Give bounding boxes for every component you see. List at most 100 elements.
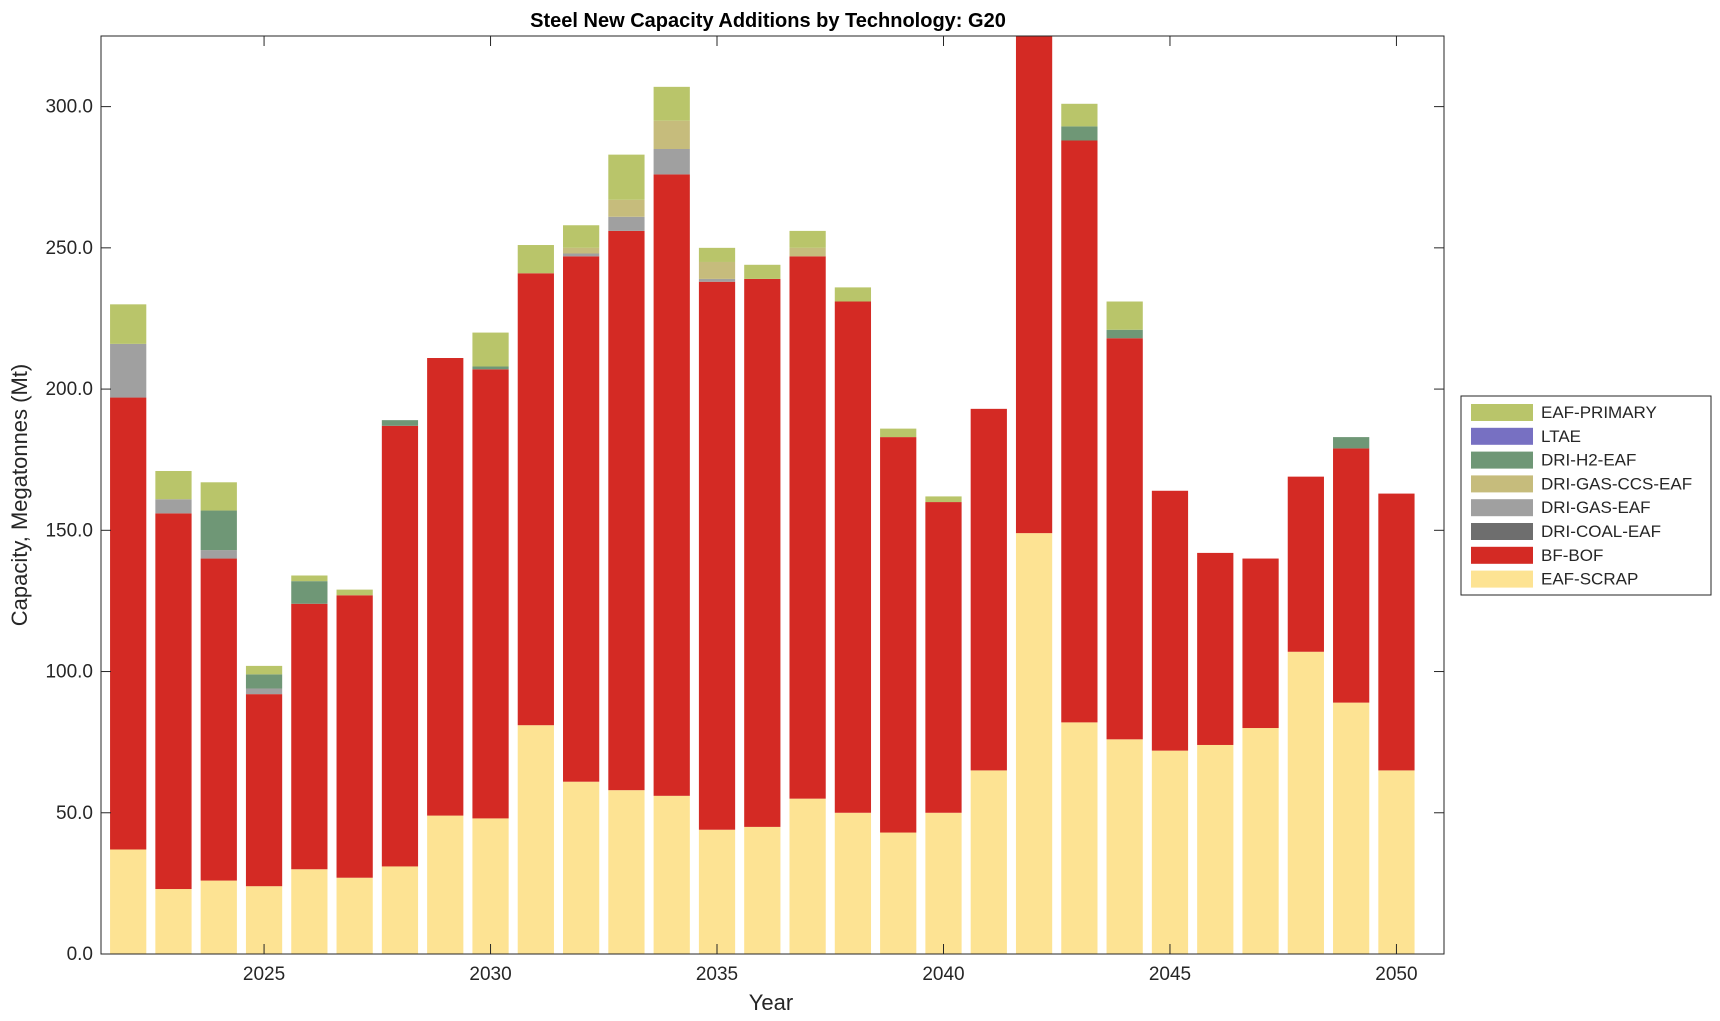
bar-segment-dri-gas-eaf-2033: [608, 216, 645, 231]
x-axis-label: Year: [749, 990, 793, 1015]
bar-segment-eaf-scrap-2029: [427, 815, 464, 954]
y-tick-label: 150.0: [45, 520, 93, 541]
bar-segment-eaf-scrap-2043: [1061, 722, 1098, 954]
bar-segment-eaf-primary-2036: [744, 264, 781, 279]
chart-title: Steel New Capacity Additions by Technolo…: [530, 10, 1006, 32]
bar-segment-bf-bof-2023: [155, 513, 192, 890]
bar-segment-bf-bof-2050: [1378, 493, 1415, 771]
bar-segment-eaf-primary-2023: [155, 470, 192, 500]
bar-segment-eaf-scrap-2040: [925, 812, 962, 954]
x-tick-label: 2040: [922, 964, 964, 985]
bar-segment-dri-h2-eaf-2026: [291, 581, 328, 604]
bar-segment-bf-bof-2039: [880, 437, 917, 833]
bar-segment-eaf-scrap-2049: [1333, 702, 1370, 954]
bar-segment-eaf-primary-2030: [472, 332, 509, 367]
bar-segment-eaf-scrap-2034: [653, 795, 690, 954]
legend-swatch-dri-gas-ccs-eaf: [1471, 475, 1533, 493]
bar-segment-bf-bof-2025: [245, 694, 283, 887]
bar-segment-dri-h2-eaf-2030: [472, 366, 509, 370]
bar-segment-dri-h2-eaf-2049: [1333, 437, 1370, 449]
y-tick-label: 0.0: [67, 944, 93, 965]
bar-segment-bf-bof-2044: [1106, 338, 1143, 740]
bar-segment-dri-gas-eaf-2025: [245, 688, 283, 695]
y-tick-label: 300.0: [45, 97, 93, 118]
bar-segment-bf-bof-2040: [925, 502, 962, 813]
bar-segment-eaf-scrap-2039: [880, 832, 917, 954]
x-tick-label: 2045: [1149, 964, 1191, 985]
bar-segment-eaf-primary-2044: [1106, 301, 1143, 330]
bar-segment-eaf-primary-2040: [925, 496, 962, 503]
legend-label-ltae: LTAE: [1541, 427, 1581, 446]
y-axis: 0.0 50.0 100.0 150.0 200.0 250.0 300.0: [45, 97, 1444, 965]
bar-segment-dri-gas-ccs-eaf-2032: [563, 247, 600, 254]
x-tick-label: 2035: [696, 964, 738, 985]
bar-segment-eaf-primary-2031: [517, 245, 554, 274]
bar-segment-bf-bof-2042: [1015, 36, 1053, 534]
legend-label-eaf-scrap: EAF-SCRAP: [1541, 570, 1638, 589]
bar-segment-eaf-primary-2033: [608, 154, 645, 200]
bar-segment-eaf-primary-2026: [291, 575, 328, 582]
x-tick-label: 2030: [469, 964, 511, 985]
bar-segment-dri-gas-eaf-2035: [698, 278, 736, 282]
bar-segment-bf-bof-2024: [200, 558, 237, 881]
bar-segment-dri-gas-ccs-eaf-2034: [653, 120, 690, 149]
bar-segment-dri-gas-eaf-2034: [653, 148, 690, 175]
bar-segment-eaf-scrap-2032: [563, 781, 600, 954]
legend-label-eaf-primary: EAF-PRIMARY: [1541, 403, 1657, 422]
legend-label-dri-gas-eaf: DRI-GAS-EAF: [1541, 498, 1651, 517]
legend-label-dri-gas-ccs-eaf: DRI-GAS-CCS-EAF: [1541, 474, 1692, 493]
bar-segment-dri-h2-eaf-2025: [245, 674, 283, 689]
legend-swatch-eaf-scrap: [1471, 570, 1533, 588]
bars-layer: [110, 36, 1415, 954]
bar-segment-eaf-scrap-2033: [608, 790, 645, 954]
bar-segment-eaf-scrap-2046: [1197, 744, 1234, 954]
bar-segment-eaf-scrap-2023: [155, 889, 192, 954]
bar-segment-bf-bof-2048: [1287, 476, 1324, 652]
bar-segment-dri-h2-eaf-2028: [381, 420, 419, 426]
bar-segment-dri-h2-eaf-2024: [200, 510, 237, 551]
y-tick-label: 200.0: [45, 379, 93, 400]
legend-label-bf-bof: BF-BOF: [1541, 546, 1603, 565]
bar-segment-bf-bof-2047: [1242, 558, 1279, 729]
bar-segment-eaf-primary-2037: [789, 230, 826, 248]
bar-segment-dri-gas-ccs-eaf-2033: [608, 199, 645, 217]
bar-segment-eaf-scrap-2041: [970, 770, 1007, 954]
bar-segment-eaf-primary-2043: [1061, 103, 1098, 127]
y-tick-label: 50.0: [56, 803, 93, 824]
legend-label-dri-coal-eaf: DRI-COAL-EAF: [1541, 522, 1661, 541]
bar-segment-bf-bof-2022: [110, 397, 147, 850]
legend-swatch-dri-h2-eaf: [1471, 451, 1533, 469]
bar-segment-eaf-scrap-2022: [110, 849, 147, 954]
legend-frame: [1460, 395, 1712, 596]
x-tick-label: 2025: [243, 964, 285, 985]
bar-segment-eaf-primary-2039: [880, 428, 917, 438]
legend-swatch-dri-gas-eaf: [1471, 499, 1533, 517]
bar-segment-dri-gas-ccs-eaf-2037: [789, 247, 826, 257]
bar-segment-eaf-scrap-2037: [789, 798, 826, 954]
legend-swatch-ltae: [1471, 427, 1533, 445]
bar-segment-bf-bof-2027: [336, 595, 373, 878]
bar-segment-eaf-scrap-2027: [336, 877, 373, 954]
bar-segment-eaf-primary-2032: [563, 225, 600, 248]
bar-segment-eaf-scrap-2025: [245, 886, 283, 954]
bar-segment-eaf-scrap-2024: [200, 880, 237, 954]
bar-segment-eaf-scrap-2031: [517, 725, 554, 954]
bar-segment-bf-bof-2033: [608, 230, 645, 791]
bar-segment-eaf-scrap-2048: [1287, 651, 1324, 954]
bar-segment-bf-bof-2030: [472, 369, 509, 819]
legend: EAF-PRIMARY LTAE DRI-H2-EAF DRI-GAS-CCS-EAF…: [1460, 395, 1712, 596]
bar-segment-bf-bof-2034: [653, 174, 690, 796]
y-tick-label: 100.0: [45, 662, 93, 683]
bar-segment-eaf-scrap-2035: [698, 829, 736, 954]
plot-area-frame: [100, 35, 1445, 955]
y-axis-label: Capacity, Megatonnes (Mt): [7, 364, 32, 626]
legend-swatch-dri-coal-eaf: [1471, 523, 1533, 540]
bar-segment-dri-gas-ccs-eaf-2035: [698, 261, 736, 279]
bar-segment-eaf-primary-2027: [336, 589, 373, 596]
bar-segment-bf-bof-2038: [834, 301, 872, 813]
bar-segment-bf-bof-2037: [789, 256, 826, 799]
bar-segment-eaf-primary-2025: [245, 665, 283, 675]
bar-segment-eaf-primary-2035: [698, 247, 736, 262]
legend-label-dri-h2-eaf: DRI-H2-EAF: [1541, 451, 1636, 470]
